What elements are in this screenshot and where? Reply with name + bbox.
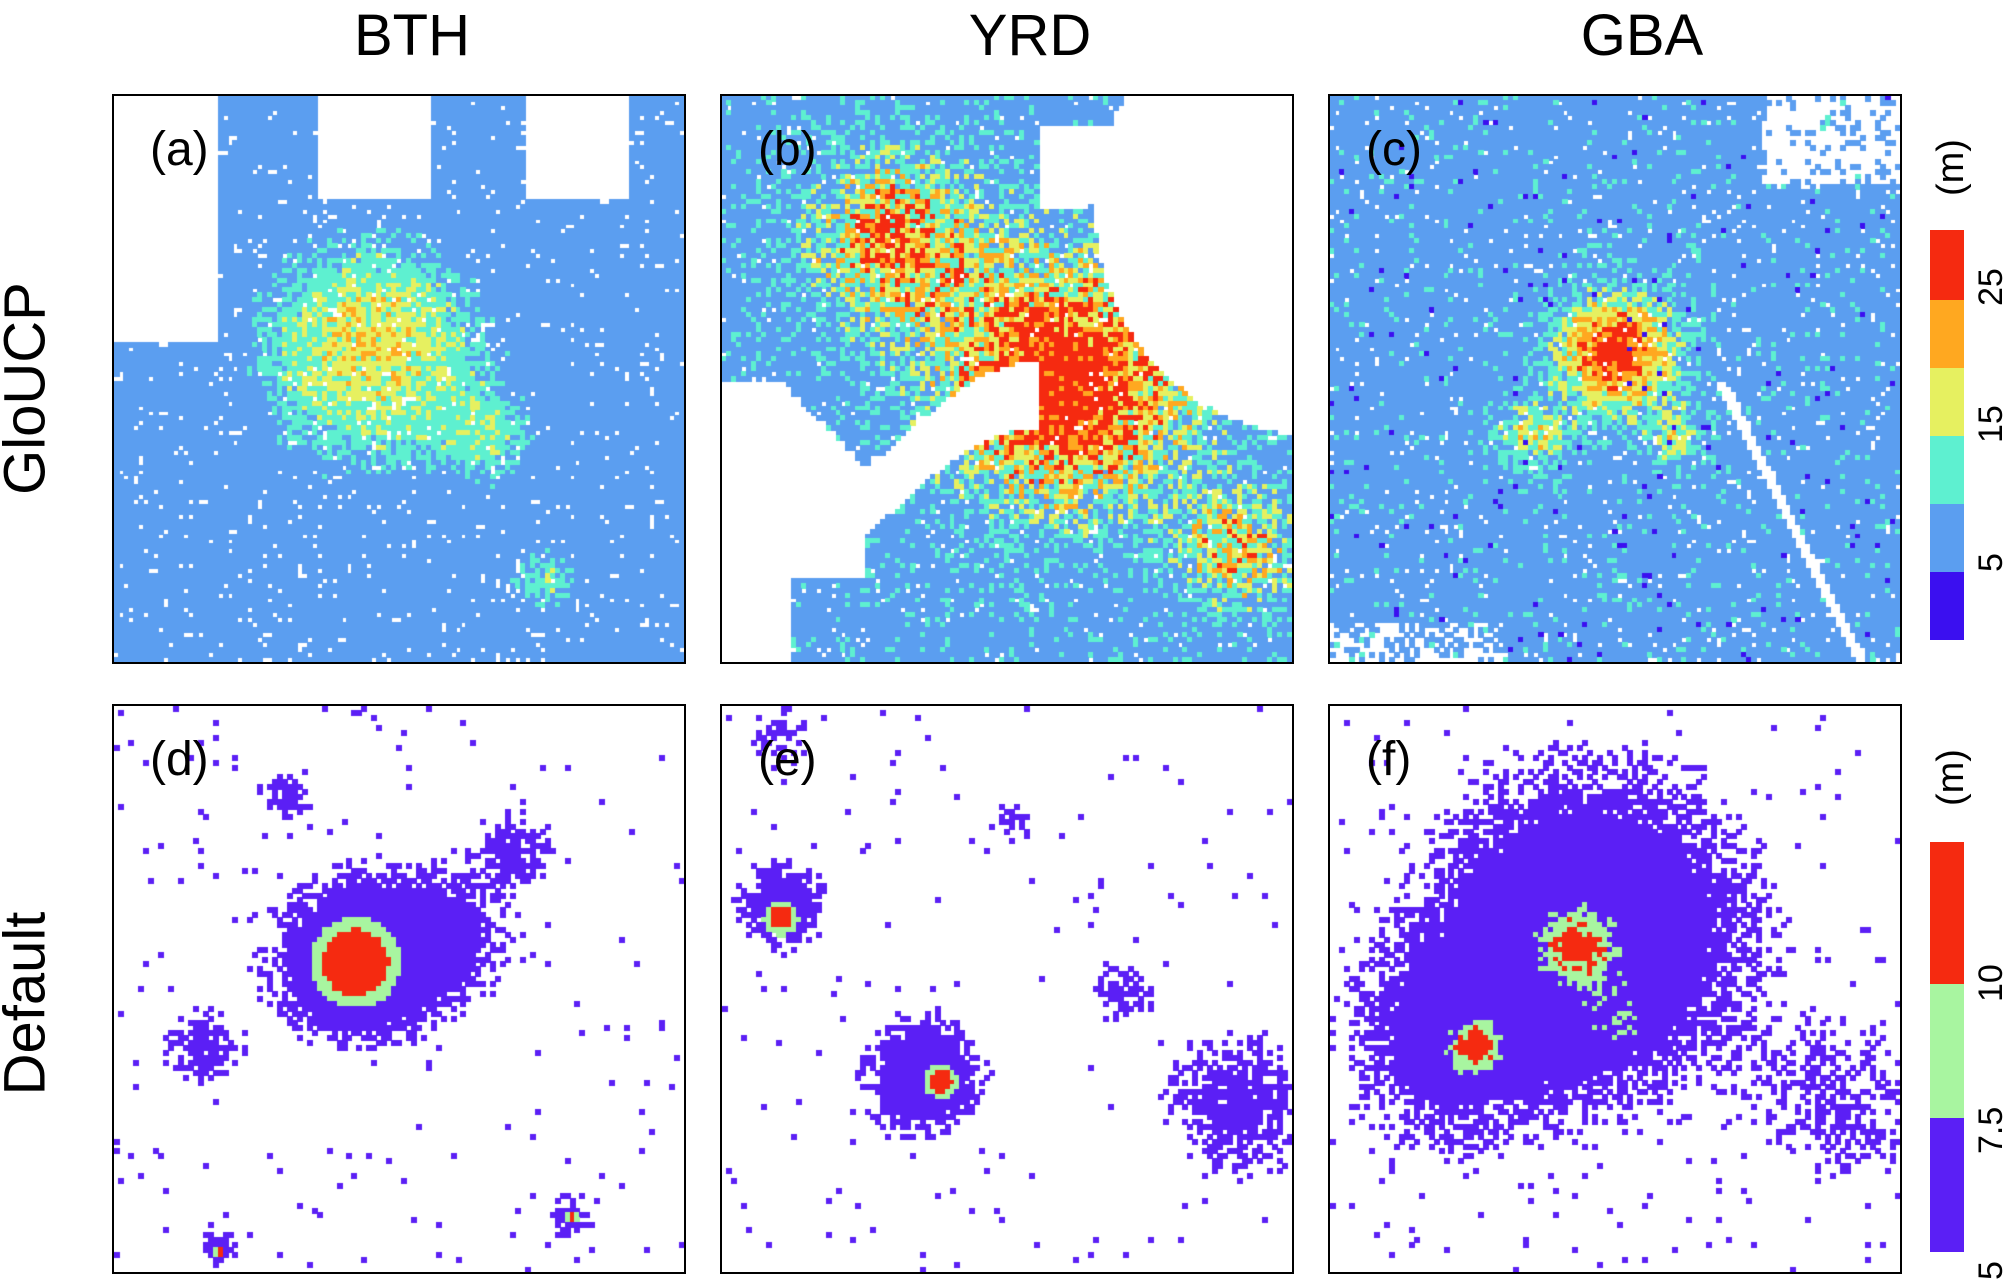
colorbar-default-seg-1 [1930,984,1964,1118]
colorbar-gloucp-seg-0 [1930,572,1964,640]
panel-label-d: (d) [150,733,209,786]
colorbar-gloucp-tick-25: 25 [1972,268,2010,306]
raster-f [1330,706,1900,1272]
panel-label-b: (b) [758,123,817,176]
raster-a [114,96,684,662]
raster-c [1330,96,1900,662]
colorbar-default-tick-5: 5 [1972,1261,2010,1280]
map-panel-b: (b) [720,94,1294,664]
panel-label-a: (a) [150,123,209,176]
colorbar-gloucp-seg-1 [1930,504,1964,572]
column-title-gba: GBA [1580,3,1704,68]
map-panel-a: (a) [112,94,686,664]
colorbar-default-unit: (m) [1930,749,1972,806]
colorbar-default [1930,842,1964,1252]
colorbar-gloucp-seg-3 [1930,368,1964,436]
map-panel-d: (d) [112,704,686,1274]
row-title-default: Default [0,911,58,1096]
map-panel-c: (c) [1328,94,1902,664]
map-panel-f: (f) [1328,704,1902,1274]
colorbar-gloucp-seg-2 [1930,436,1964,504]
colorbar-gloucp-seg-4 [1930,300,1964,368]
colorbar-default-tick-10: 10 [1972,964,2010,1002]
column-title-bth: BTH [354,3,470,68]
colorbar-default-tick-7-5: 7.5 [1972,1106,2010,1154]
raster-d [114,706,684,1272]
colorbar-gloucp-tick-5: 5 [1972,553,2010,572]
row-title-gloucp: GloUCP [0,282,58,495]
colorbar-default-seg-0 [1930,1118,1964,1252]
raster-b [722,96,1292,662]
colorbar-gloucp-tick-15: 15 [1972,405,2010,443]
column-title-yrd: YRD [968,3,1092,68]
colorbar-gloucp-seg-5 [1930,230,1964,300]
colorbar-gloucp-unit: (m) [1930,139,1972,196]
panel-label-e: (e) [758,733,817,786]
map-panel-e: (e) [720,704,1294,1274]
panel-label-f: (f) [1366,733,1412,786]
colorbar-default-seg-2 [1930,842,1964,984]
raster-e [722,706,1292,1272]
panel-label-c: (c) [1366,123,1422,176]
colorbar-gloucp [1930,230,1964,640]
